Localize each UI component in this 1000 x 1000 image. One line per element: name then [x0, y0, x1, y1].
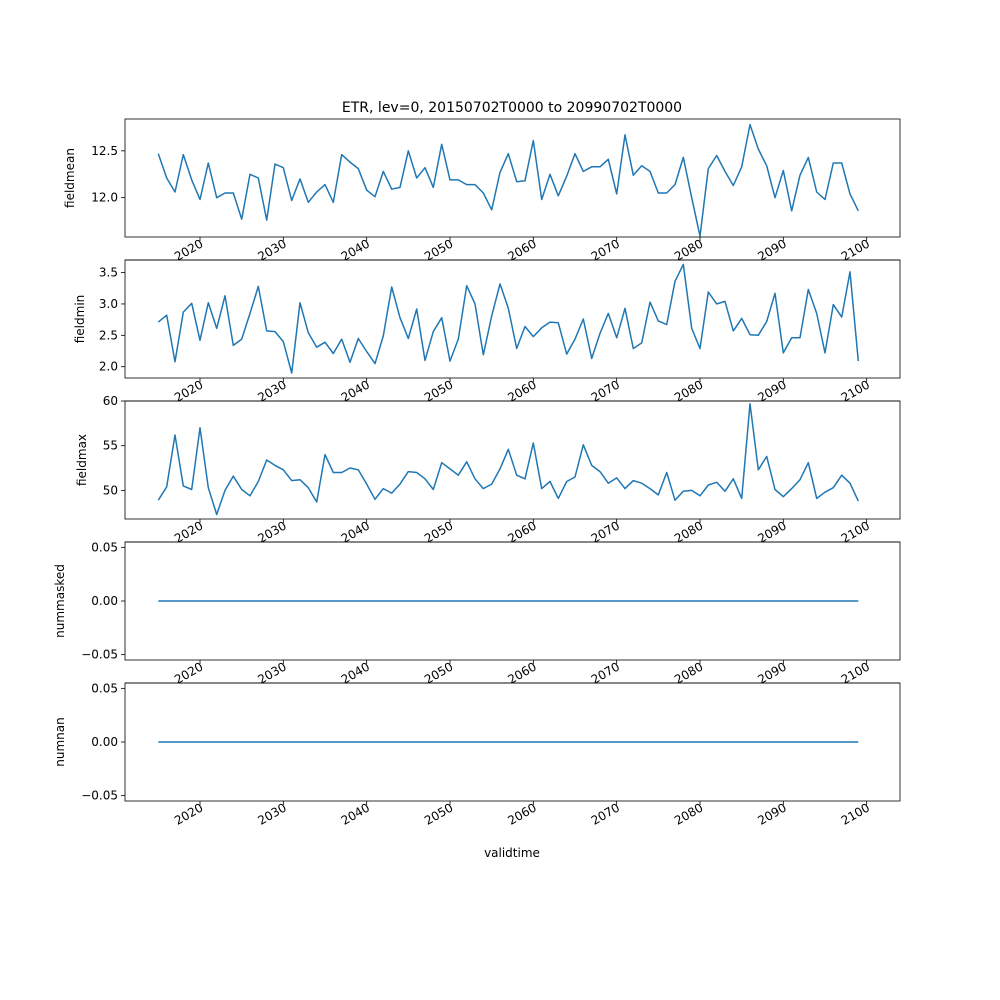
y-tick-label: 3.0 — [99, 297, 118, 311]
x-axis-label: validtime — [484, 846, 540, 860]
y-tick-label: 60 — [103, 394, 118, 408]
y-tick-label: 55 — [103, 439, 118, 453]
x-tick-label: 2020 — [172, 800, 205, 827]
y-tick-label: 0.05 — [91, 681, 118, 695]
series-line-fieldmin — [157, 263, 860, 374]
y-tick-label: 12.5 — [91, 144, 118, 158]
x-tick-label: 2080 — [672, 800, 705, 827]
y-tick-label: −0.05 — [81, 648, 118, 662]
y-tick-label: −0.05 — [81, 789, 118, 803]
panel-numnan: −0.05 0.00 0.05 numnan 2020 2030 2040 2050 2060 2… — [53, 681, 901, 828]
x-tick-label: 2090 — [755, 800, 788, 827]
y-tick-label: 0.00 — [91, 594, 118, 608]
axes-frame — [124, 259, 901, 379]
x-tick-label: 2100 — [839, 800, 872, 827]
y-axis-label: fieldmin — [73, 295, 87, 344]
y-tick-label: 2.0 — [99, 360, 118, 374]
chart-title: ETR, lev=0, 20150702T0000 to 20990702T00… — [342, 100, 682, 116]
y-tick-label: 2.5 — [99, 328, 118, 342]
y-tick-label: 0.00 — [91, 735, 118, 749]
series-line-fieldmax — [157, 402, 859, 516]
y-axis-label: numnan — [53, 717, 67, 766]
x-tick-label: 2070 — [589, 800, 622, 827]
x-tick-label: 2060 — [505, 800, 538, 827]
y-tick-label: 0.05 — [91, 540, 118, 554]
y-tick-label: 3.5 — [99, 266, 118, 280]
y-axis-label: nummasked — [53, 564, 67, 638]
y-tick-label: 50 — [103, 483, 118, 497]
y-tick-label: 12.0 — [91, 191, 118, 205]
x-tick-label: 2030 — [255, 800, 288, 827]
series-line-fieldmean — [157, 123, 859, 237]
y-axis-label: fieldmean — [63, 148, 77, 208]
axes-frame — [124, 118, 901, 238]
x-tick-label: 2040 — [339, 800, 372, 827]
y-axis-label: fieldmax — [75, 434, 89, 486]
x-tick-label: 2050 — [422, 800, 455, 827]
